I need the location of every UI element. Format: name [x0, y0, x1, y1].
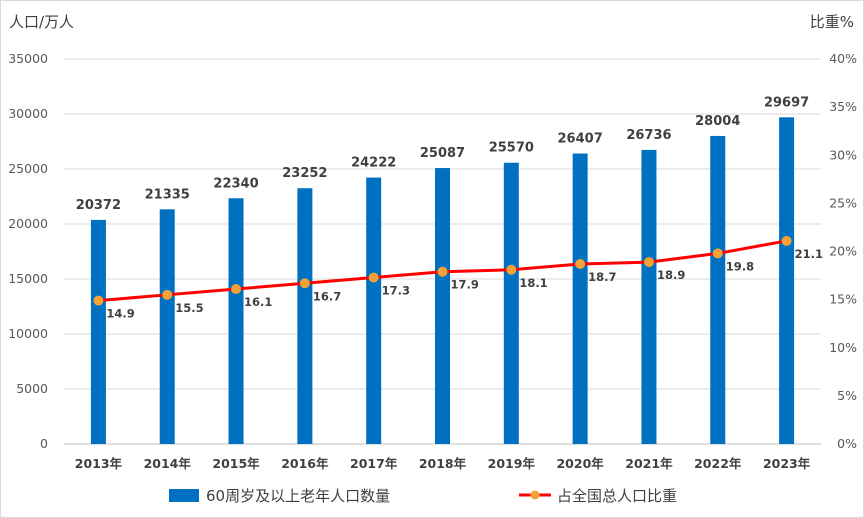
line-point: [643, 257, 654, 268]
line-point: [575, 259, 586, 270]
y-tick-label: 15000: [8, 271, 48, 286]
line-layer: [93, 235, 792, 306]
x-tick-label: 2015年: [212, 456, 260, 471]
legend-line-label: 占全国总人口比重: [557, 487, 677, 505]
bar: [159, 209, 175, 444]
x-tick-label: 2019年: [488, 456, 536, 471]
bar: [572, 153, 588, 444]
line-data-label: 21.1: [795, 247, 823, 261]
line-data-label: 15.5: [175, 301, 203, 315]
left-axis-title: 人口/万人: [9, 13, 74, 31]
bar-data-label: 25087: [420, 146, 465, 161]
bar-data-label: 28004: [695, 114, 740, 129]
line-point: [712, 248, 723, 259]
y-tick-label: 0: [40, 436, 48, 451]
x-tick-label: 2017年: [350, 456, 398, 471]
bar: [297, 188, 313, 444]
bar-data-label: 24222: [351, 156, 396, 171]
right-axis-title: 比重%: [810, 13, 854, 31]
bar: [779, 117, 795, 444]
x-tick-label: 2014年: [144, 456, 192, 471]
line-data-label: 14.9: [106, 307, 134, 321]
line-point: [299, 278, 310, 289]
bar-data-label: 26407: [558, 132, 603, 147]
x-tick-label: 2023年: [763, 456, 811, 471]
bar: [366, 177, 382, 445]
x-tick-label: 2022年: [694, 456, 742, 471]
line-data-label: 18.1: [519, 276, 547, 290]
y2-tick-label: 5%: [837, 388, 857, 403]
bar-data-label: 21335: [145, 187, 190, 202]
y2-tick-label: 40%: [829, 51, 857, 66]
legend-line-marker: [530, 490, 540, 500]
y-tick-label: 5000: [16, 381, 48, 396]
legend: 60周岁及以上老年人口数量 占全国总人口比重: [169, 487, 677, 505]
bar-data-label: 20372: [76, 198, 121, 213]
y2-tick-label: 15%: [829, 292, 857, 307]
bar: [435, 168, 450, 444]
line-point: [231, 284, 242, 295]
y-tick-label: 30000: [8, 106, 48, 121]
line-data-label: 18.9: [657, 268, 685, 282]
line-point: [93, 295, 104, 306]
bar-data-label: 22340: [213, 176, 258, 191]
legend-bar-label: 60周岁及以上老年人口数量: [206, 487, 390, 505]
line-data-label: 17.3: [382, 283, 410, 297]
x-tick-label: 2020年: [556, 456, 604, 471]
bar: [90, 219, 106, 444]
y2-tick-label: 35%: [829, 99, 857, 114]
x-tick-label: 2016年: [281, 456, 329, 471]
bar: [710, 135, 726, 444]
bar: [503, 162, 519, 445]
line-data-label: 19.8: [726, 259, 754, 273]
bar-data-label: 23252: [282, 166, 327, 181]
y2-tick-label: 10%: [829, 340, 857, 355]
line-point: [781, 235, 792, 246]
x-tick-label: 2021年: [625, 456, 673, 471]
bar-data-label: 25570: [489, 141, 534, 156]
y2-tick-label: 0%: [837, 436, 857, 451]
line-point: [506, 264, 517, 275]
x-tick-label: 2013年: [75, 456, 123, 471]
line-data-label: 16.1: [244, 295, 272, 309]
label-layer: 0 5000 10000 15000 20000 25000 30000 35000 0% 5% 1…: [8, 51, 857, 471]
line-data-label: 18.7: [588, 270, 616, 284]
line-point: [437, 266, 448, 277]
y-tick-label: 10000: [8, 326, 48, 341]
line-data-label: 17.9: [451, 278, 479, 292]
bar: [228, 198, 244, 444]
x-tick-label: 2018年: [419, 456, 467, 471]
bar-data-label: 29697: [764, 95, 809, 110]
y-tick-label: 35000: [8, 51, 48, 66]
line-data-label: 16.7: [313, 289, 341, 303]
bar-layer: [90, 117, 795, 445]
legend-bar-swatch: [169, 489, 199, 502]
y2-tick-label: 30%: [829, 147, 857, 162]
line-point: [368, 272, 379, 283]
bar: [641, 149, 657, 445]
y-tick-label: 20000: [8, 216, 48, 231]
y2-tick-label: 20%: [829, 244, 857, 259]
bar-data-label: 26736: [626, 128, 671, 143]
y-tick-label: 25000: [8, 161, 48, 176]
y2-tick-label: 25%: [829, 195, 857, 210]
line-point: [162, 289, 173, 300]
